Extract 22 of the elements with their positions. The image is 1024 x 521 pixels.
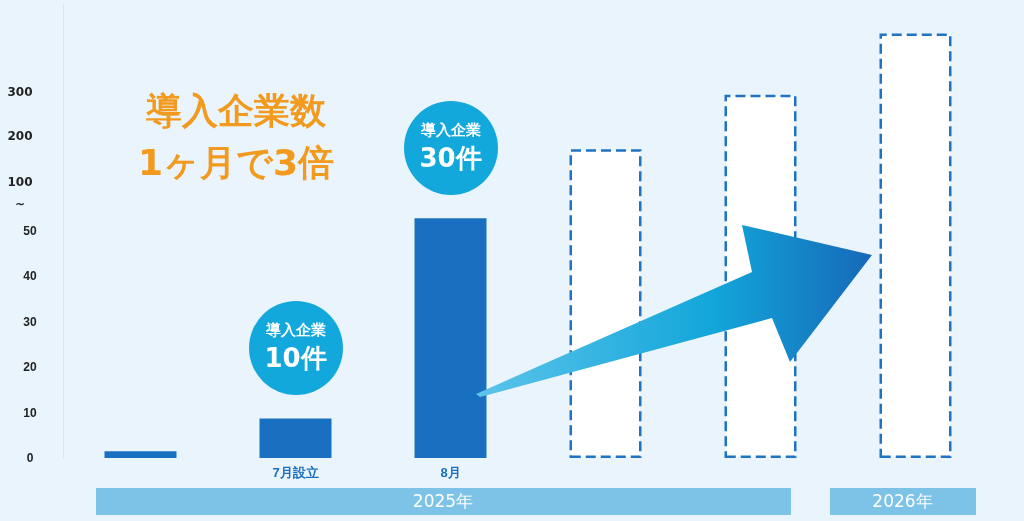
annotation: 導入企業 30件 [419,120,482,175]
y-tick-label: 30 [23,314,37,329]
y-tick-label: 10 [23,405,37,420]
bar [569,149,642,458]
bar [104,451,177,458]
annotation: 導入企業 10件 [264,320,327,375]
bar [414,218,487,458]
x-tick-label: 7月設立 [272,465,319,480]
y-tick-label: 0 [26,451,34,465]
text: 300 [6,85,34,99]
bar [879,33,952,458]
text: 200 [6,129,34,143]
text: 100 [6,175,34,189]
x-tick-label: 8月 [440,465,461,480]
text: 2025年 [95,488,791,515]
text: 2026年 [829,488,976,515]
annotation: 導入企業数 1ヶ月で3倍 [138,89,335,186]
y-tick-label: 20 [23,360,37,375]
y-tick-label: 50 [23,224,37,238]
y-tick-label: 40 [23,269,37,284]
bar [259,418,332,458]
text: ~ [13,197,27,211]
